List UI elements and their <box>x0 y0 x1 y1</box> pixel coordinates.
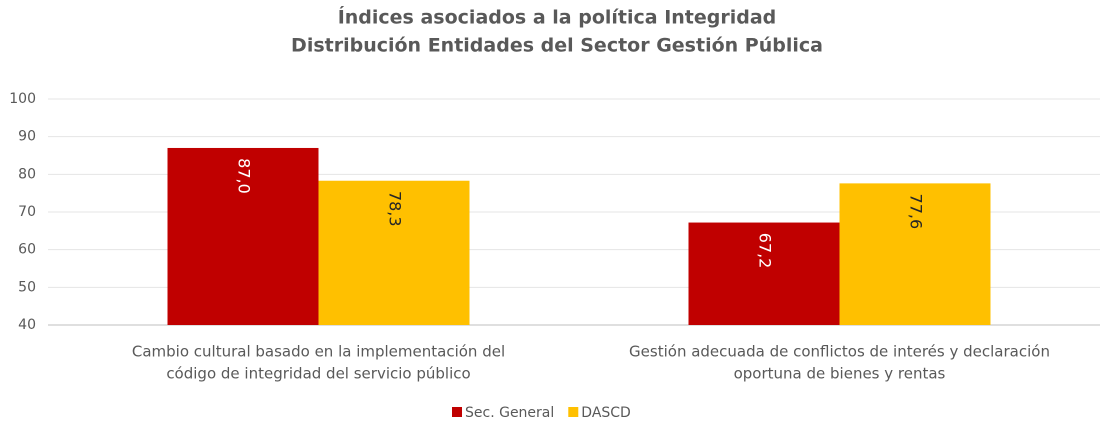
x-tick-label: oportuna de bienes y rentas <box>734 365 946 383</box>
bar <box>318 180 470 325</box>
value-label: 77,6 <box>907 194 926 230</box>
y-tick-label: 70 <box>18 204 36 220</box>
chart-subtitle: Distribución Entidades del Sector Gestió… <box>291 35 823 57</box>
legend-swatch <box>568 407 579 417</box>
bar <box>688 222 840 325</box>
legend-label: DASCD <box>581 405 631 421</box>
y-tick-label: 50 <box>18 279 36 295</box>
value-label: 87,0 <box>235 158 254 194</box>
legend-swatch <box>452 407 462 417</box>
chart-title: Índices asociados a la política Integrid… <box>338 6 777 29</box>
x-tick-label: Cambio cultural basado en la implementac… <box>132 343 505 361</box>
y-tick-label: 40 <box>18 317 36 333</box>
y-tick-label: 80 <box>18 166 36 182</box>
value-label: 67,2 <box>756 233 775 269</box>
legend-label: Sec. General <box>465 405 554 421</box>
bar <box>167 147 319 325</box>
value-label: 78,3 <box>386 191 405 227</box>
y-tick-label: 100 <box>9 91 36 107</box>
y-tick-label: 90 <box>18 129 36 145</box>
bar <box>839 183 991 325</box>
x-tick-label: código de integridad del servicio públic… <box>166 365 470 383</box>
x-tick-label: Gestión adecuada de conflictos de interé… <box>629 343 1050 361</box>
y-tick-label: 60 <box>18 242 36 258</box>
